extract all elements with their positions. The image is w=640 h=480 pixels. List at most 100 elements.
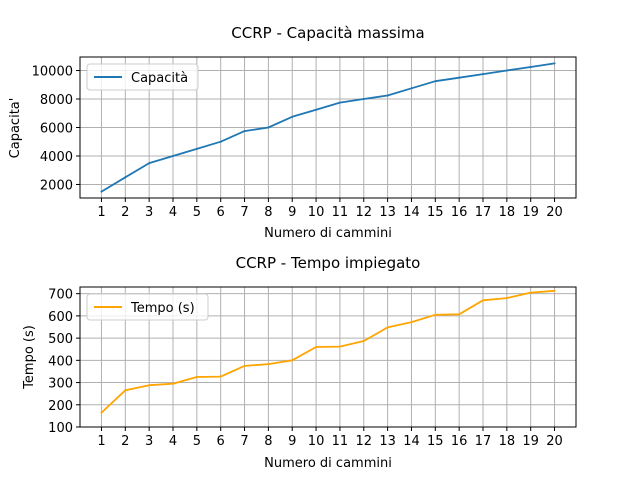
x-tick-label: 4 bbox=[169, 434, 177, 449]
y-axis-label: Tempo (s) bbox=[22, 325, 37, 390]
x-tick-label: 11 bbox=[332, 205, 349, 220]
data-point bbox=[482, 73, 484, 76]
data-point bbox=[338, 101, 341, 104]
data-point bbox=[243, 364, 246, 367]
series-line bbox=[100, 289, 555, 414]
data-point bbox=[410, 321, 413, 324]
data-point bbox=[100, 190, 103, 193]
data-point bbox=[529, 65, 532, 68]
x-tick-label: 9 bbox=[288, 205, 296, 220]
data-point bbox=[410, 87, 413, 90]
y-tick-label: 2000 bbox=[40, 178, 73, 193]
legend-label: Capacità bbox=[131, 71, 188, 86]
data-point bbox=[148, 384, 151, 387]
series-layer bbox=[100, 62, 556, 193]
y-tick-label: 10000 bbox=[32, 65, 73, 80]
x-tick-label: 13 bbox=[379, 434, 396, 449]
chart-title: CCRP - Capacità massima bbox=[231, 24, 424, 42]
x-tick-label: 18 bbox=[499, 434, 516, 449]
data-point bbox=[386, 326, 389, 329]
y-tick-label: 700 bbox=[48, 288, 73, 303]
y-tick-label: 100 bbox=[48, 421, 73, 436]
capacity-chart: CCRP - Capacità massima 1 2 3 4 5 6 7 8 9 10 11 12 1… bbox=[8, 24, 577, 241]
x-tick-label: 4 bbox=[169, 205, 177, 220]
x-tick-label: 14 bbox=[403, 434, 420, 449]
time-chart: CCRP - Tempo impiegato 1 2 3 4 5 6 7 8 9 10 11 12 13… bbox=[22, 254, 577, 471]
data-point bbox=[219, 375, 222, 378]
y-tick-label: 500 bbox=[48, 332, 73, 347]
data-point bbox=[458, 313, 461, 316]
y-ticks: 100 200 300 400 500 600 700 bbox=[48, 288, 80, 436]
x-axis-label: Numero di cammini bbox=[264, 456, 392, 471]
x-tick-label: 12 bbox=[355, 434, 372, 449]
legend: Tempo (s) bbox=[86, 293, 209, 321]
y-tick-label: 600 bbox=[48, 310, 73, 325]
x-tick-label: 8 bbox=[264, 434, 272, 449]
y-axis-label: Capacita' bbox=[8, 98, 23, 159]
y-tick-label: 8000 bbox=[40, 93, 73, 108]
chart-title: CCRP - Tempo impiegato bbox=[236, 254, 421, 272]
x-tick-label: 1 bbox=[97, 205, 105, 220]
data-point bbox=[148, 162, 151, 165]
x-tick-label: 14 bbox=[403, 205, 420, 220]
x-tick-label: 6 bbox=[217, 434, 225, 449]
x-tick-label: 2 bbox=[121, 205, 129, 220]
x-tick-label: 20 bbox=[546, 434, 563, 449]
x-tick-label: 7 bbox=[240, 205, 248, 220]
x-tick-label: 16 bbox=[451, 434, 468, 449]
data-point bbox=[267, 363, 270, 366]
series-line bbox=[101, 62, 555, 193]
x-tick-label: 7 bbox=[240, 434, 248, 449]
data-point bbox=[291, 115, 294, 118]
data-point bbox=[434, 80, 437, 83]
plot-frame bbox=[79, 286, 577, 428]
data-point bbox=[338, 345, 341, 348]
y-tick-label: 200 bbox=[48, 399, 73, 414]
legend-box bbox=[86, 293, 209, 321]
data-point bbox=[505, 297, 508, 300]
y-tick-label: 400 bbox=[48, 354, 73, 369]
x-ticks: 1 2 3 4 5 6 7 8 9 10 11 12 13 14 15 16 17 18 19 20 bbox=[97, 427, 563, 449]
data-point bbox=[243, 130, 246, 133]
y-tick-label: 4000 bbox=[40, 150, 73, 165]
data-point bbox=[195, 376, 198, 378]
x-tick-label: 15 bbox=[427, 205, 444, 220]
data-point bbox=[482, 299, 484, 302]
x-tick-label: 2 bbox=[121, 434, 129, 449]
x-tick-label: 1 bbox=[97, 434, 105, 449]
x-tick-label: 15 bbox=[427, 434, 444, 449]
x-tick-label: 5 bbox=[193, 205, 201, 220]
grid bbox=[80, 287, 576, 428]
data-point bbox=[362, 98, 365, 101]
x-tick-label: 19 bbox=[522, 205, 539, 220]
x-tick-label: 17 bbox=[475, 434, 492, 449]
x-tick-label: 13 bbox=[379, 205, 396, 220]
legend-label: Tempo (s) bbox=[130, 301, 195, 316]
data-point bbox=[434, 313, 437, 316]
x-ticks: 1 2 3 4 5 6 7 8 9 10 11 12 13 14 15 16 17 18 19 20 bbox=[97, 198, 563, 220]
data-point bbox=[124, 389, 127, 392]
data-point bbox=[124, 176, 127, 179]
x-tick-label: 19 bbox=[522, 434, 539, 449]
x-tick-label: 20 bbox=[546, 205, 563, 220]
legend-box bbox=[86, 63, 199, 91]
x-tick-label: 3 bbox=[145, 205, 153, 220]
data-point bbox=[553, 62, 556, 65]
data-point bbox=[172, 382, 174, 385]
data-point bbox=[267, 126, 270, 129]
data-point bbox=[505, 69, 508, 72]
y-tick-label: 6000 bbox=[40, 122, 73, 137]
x-tick-label: 6 bbox=[217, 205, 225, 220]
data-point bbox=[386, 94, 389, 97]
data-point bbox=[315, 346, 318, 348]
x-tick-label: 10 bbox=[308, 434, 325, 449]
x-tick-label: 5 bbox=[193, 434, 201, 449]
x-tick-label: 10 bbox=[308, 205, 325, 220]
x-tick-label: 3 bbox=[145, 434, 153, 449]
data-point bbox=[219, 140, 222, 143]
data-point bbox=[291, 359, 294, 362]
x-tick-label: 11 bbox=[332, 434, 349, 449]
x-tick-label: 17 bbox=[475, 205, 492, 220]
data-point bbox=[362, 340, 365, 342]
